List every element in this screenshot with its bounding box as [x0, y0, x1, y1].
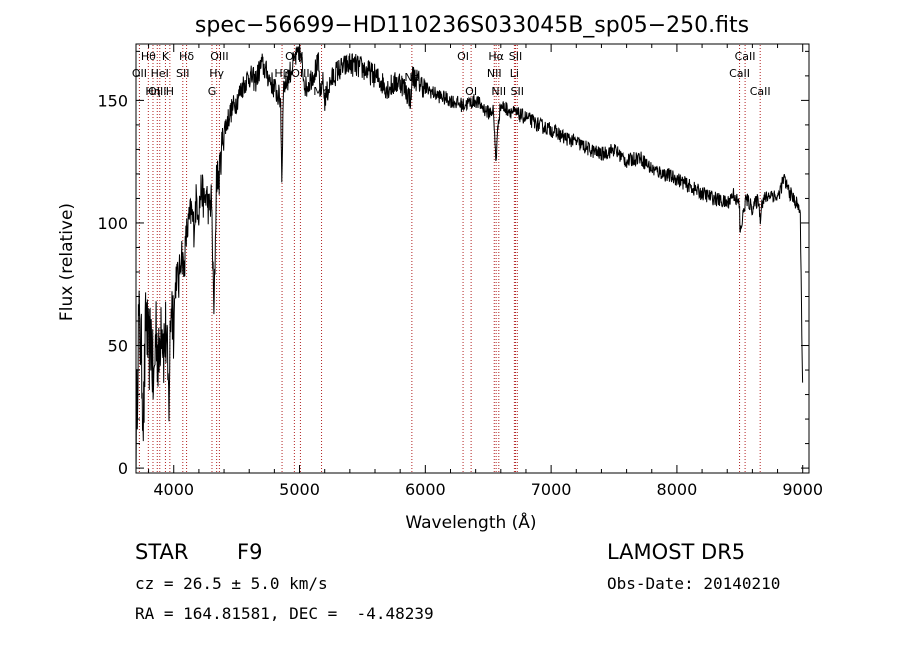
y-tick-label: 150	[97, 91, 128, 110]
line-marker-label: CaII	[729, 67, 750, 80]
x-axis-label: Wavelength (Å)	[405, 511, 536, 533]
y-tick-label: 50	[108, 337, 128, 356]
plot-frame	[135, 43, 810, 474]
line-marker-label: OIII	[291, 67, 309, 80]
line-marker-label: OI	[465, 85, 477, 98]
x-tick-label: 6000	[405, 480, 446, 499]
line-marker-label: H	[166, 85, 174, 98]
line-marker-label: Hη	[145, 85, 160, 98]
line-marker-label: OIII	[148, 85, 166, 98]
x-tick-label: 5000	[279, 480, 320, 499]
spectrum-line	[135, 46, 804, 469]
line-marker-label: K	[162, 50, 170, 63]
line-marker-label: SII	[509, 50, 522, 63]
line-marker-label: Li	[510, 67, 519, 80]
line-marker-label: Hθ	[141, 50, 156, 63]
line-marker-label: HeI	[151, 67, 169, 80]
chart-title: spec−56699−HD110236S033045B_sp05−250.fit…	[195, 13, 749, 38]
object-class: STAR	[135, 540, 189, 564]
coordinates: RA = 164.81581, DEC = -4.48239	[135, 604, 434, 623]
line-marker-label: Hδ	[179, 50, 194, 63]
line-marker-label: SII	[511, 85, 524, 98]
line-marker-label: CaII	[735, 50, 756, 63]
line-marker-label: Hα	[488, 50, 504, 63]
line-marker-label: OII	[132, 67, 147, 80]
line-markers	[138, 45, 761, 473]
redshift-value: cz = 26.5 ± 5.0 km/s	[135, 574, 328, 593]
line-marker-label: NII	[491, 85, 506, 98]
object-subclass: F9	[237, 540, 263, 564]
axes: 4000 5000 6000 7000 8000 9000 0 50 100 150	[97, 44, 823, 499]
line-marker-label: SII	[176, 67, 189, 80]
obs-date: Obs-Date: 20140210	[607, 574, 781, 593]
line-marker-label: G	[208, 85, 217, 98]
y-tick-label: 100	[97, 214, 128, 233]
x-tick-label: 7000	[531, 480, 572, 499]
x-tick-label: 9000	[782, 480, 823, 499]
line-marker-label: OIII	[210, 50, 228, 63]
line-marker-label: NII	[487, 67, 502, 80]
line-marker-label: CaII	[750, 85, 771, 98]
y-axis-label: Flux (relative)	[57, 203, 77, 321]
line-marker-label: OI	[457, 50, 469, 63]
x-tick-label: 8000	[657, 480, 698, 499]
line-marker-label: Hγ	[209, 67, 224, 80]
y-tick-label: 0	[118, 459, 128, 478]
x-tick-label: 4000	[153, 480, 194, 499]
survey-name: LAMOST DR5	[607, 540, 746, 564]
